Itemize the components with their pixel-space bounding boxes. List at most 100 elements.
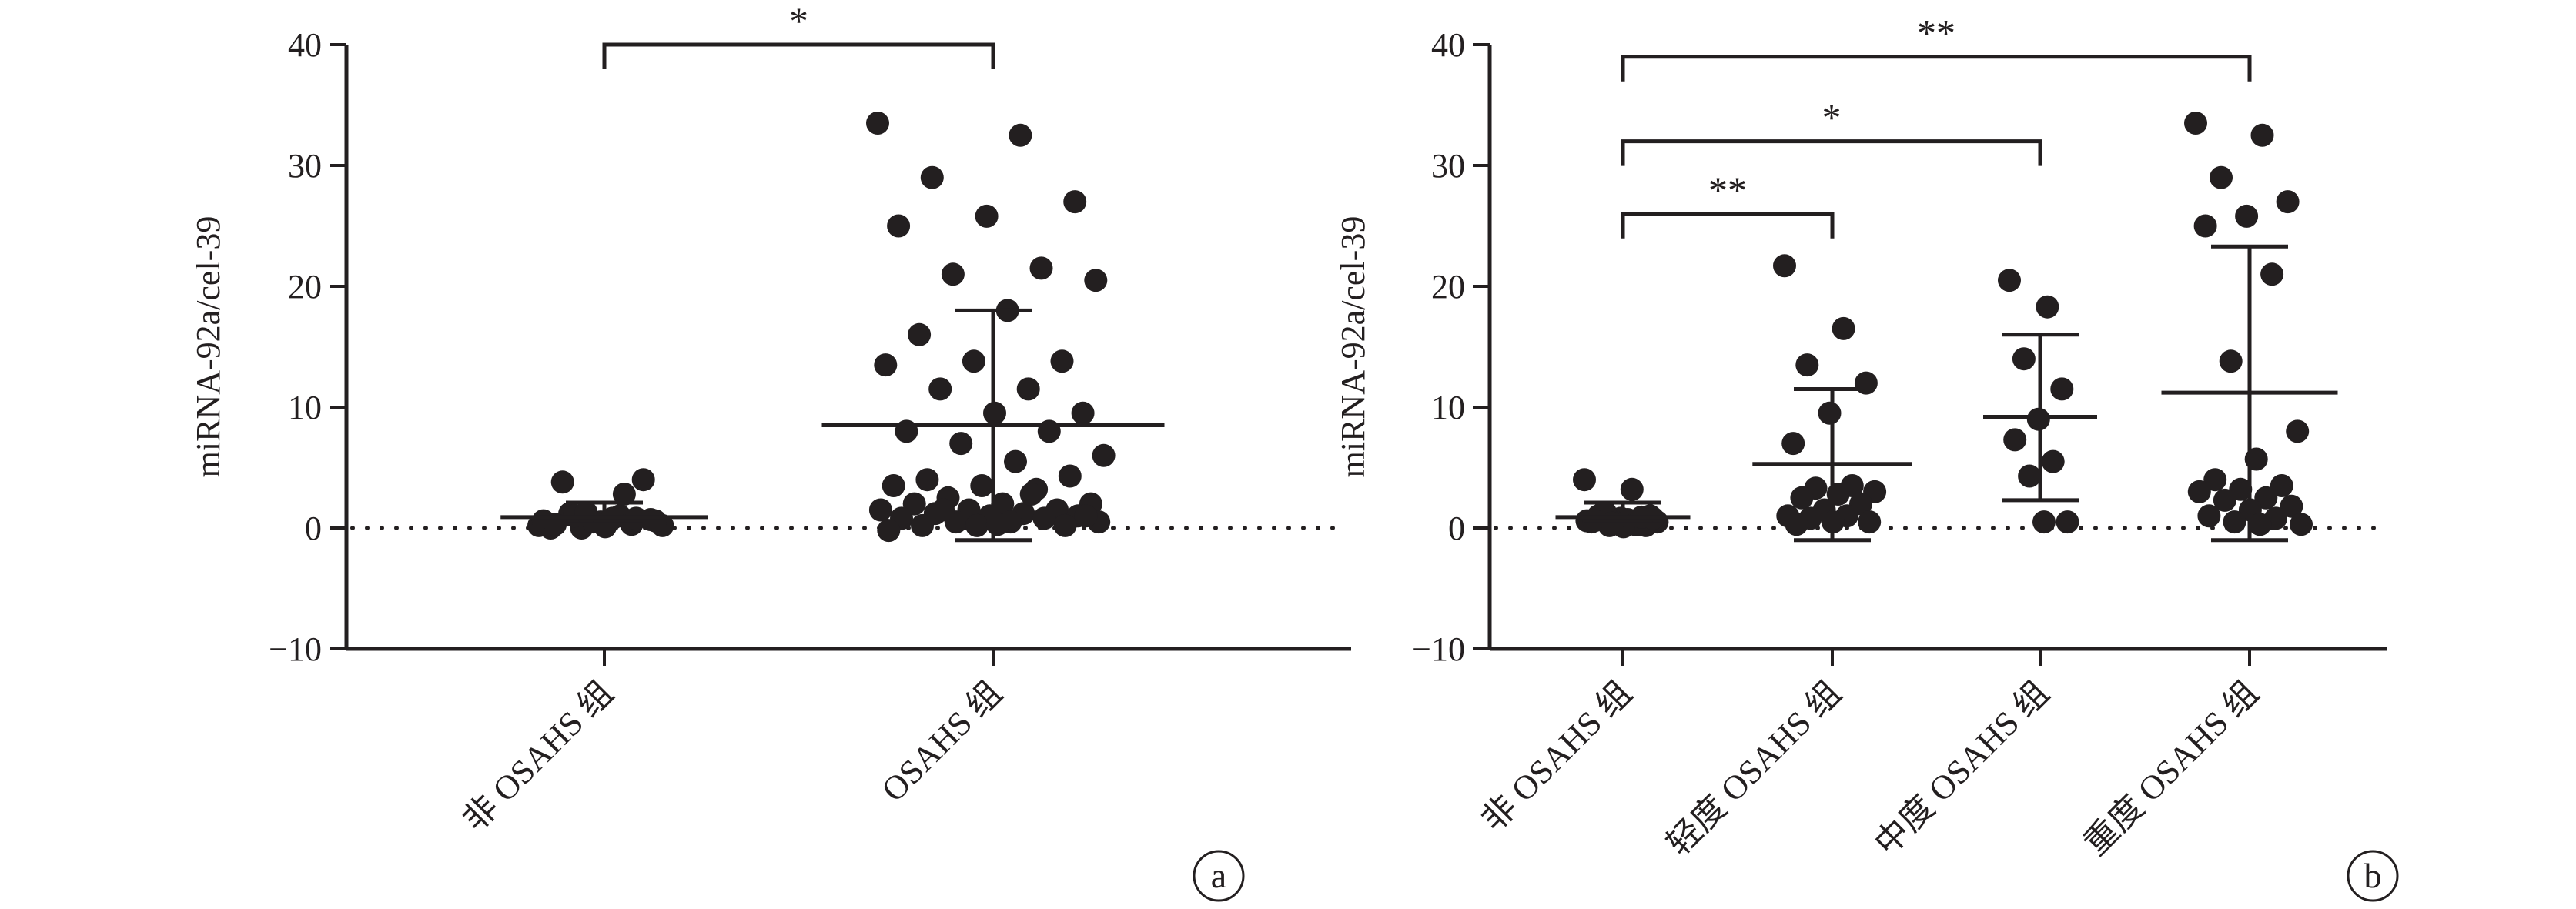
data-point <box>928 377 952 401</box>
data-point <box>1084 269 1108 292</box>
data-point <box>2223 510 2246 534</box>
data-point <box>1620 477 1644 501</box>
data-point <box>1071 401 1095 425</box>
data-point <box>550 470 574 494</box>
significance-bracket <box>602 42 995 69</box>
data-point <box>874 353 898 377</box>
panel-letter: a <box>1211 856 1226 895</box>
data-point <box>1832 316 1855 340</box>
data-point <box>1582 509 1606 533</box>
significance-marker: * <box>789 0 808 42</box>
y-tick-label: 40 <box>288 26 322 64</box>
chart-panel-b: 40 30 20 10 0 −10 miRNA-92a/cel-39 非 OSAHS 组轻度 … <box>1334 12 2399 902</box>
data-point <box>2012 347 2036 371</box>
data-point <box>1573 468 1596 492</box>
data-point <box>2041 449 2065 473</box>
data-point <box>1074 504 1098 528</box>
panel-letter-circle <box>1193 850 1245 902</box>
data-point <box>1773 254 1796 278</box>
data-point <box>1029 256 1053 280</box>
data-point <box>1050 349 1074 373</box>
x-category-label: 中度 OSAHS 组 <box>1868 673 2057 863</box>
data-point <box>2187 480 2211 503</box>
data-point <box>2050 377 2074 401</box>
data-point <box>949 432 973 456</box>
data-point <box>2036 295 2059 319</box>
data-point <box>1854 371 1878 395</box>
data-point <box>1998 269 2021 292</box>
y-axis-label: miRNA-92a/cel-39 <box>189 216 227 478</box>
data-point <box>644 509 667 533</box>
data-point <box>887 214 911 238</box>
data-point <box>2260 262 2284 286</box>
significance-marker: ** <box>1917 12 1955 55</box>
y-tick-label: −10 <box>269 630 322 668</box>
data-point <box>1058 464 1082 488</box>
data-point <box>911 513 934 537</box>
data-point <box>941 262 965 286</box>
data-point <box>970 474 994 497</box>
data-point <box>908 322 932 346</box>
y-tick-label: 0 <box>305 510 322 547</box>
data-point <box>2003 428 2027 452</box>
data-point <box>2210 165 2233 189</box>
data-point <box>2018 464 2042 488</box>
data-point <box>1009 123 1032 147</box>
data-point <box>962 349 985 373</box>
data-point <box>612 483 636 506</box>
data-point <box>2193 214 2217 238</box>
data-point <box>2270 474 2293 497</box>
data-point <box>895 419 918 443</box>
data-point <box>2248 513 2272 536</box>
x-category-label: OSAHS 组 <box>875 673 1010 809</box>
panel-letter-circle <box>2347 850 2399 902</box>
data-point <box>1858 510 1882 534</box>
significance-marker: ** <box>1708 169 1747 212</box>
significance-bracket <box>1621 139 2042 166</box>
y-tick-label: 30 <box>1431 147 1465 185</box>
x-category-label: 轻度 OSAHS 组 <box>1660 673 1849 863</box>
data-point <box>2254 486 2278 510</box>
data-point <box>1053 513 1077 537</box>
data-point <box>2213 488 2236 512</box>
data-point <box>2235 204 2259 228</box>
y-tick-label: 10 <box>1431 389 1465 426</box>
x-category-label: 重度 OSAHS 组 <box>2077 673 2267 863</box>
data-point <box>1004 449 1027 473</box>
y-axis-label: miRNA-92a/cel-39 <box>1334 216 1372 478</box>
data-point <box>1092 443 1116 467</box>
data-point <box>882 474 905 497</box>
data-point <box>1063 190 1087 214</box>
x-category-label: 非 OSAHS 组 <box>1474 673 1639 838</box>
y-tick-label: 10 <box>288 389 322 426</box>
data-point <box>1019 483 1043 506</box>
significance-bracket <box>1621 55 2252 82</box>
y-tick-label: 20 <box>1431 268 1465 306</box>
data-point <box>975 204 999 228</box>
y-tick-label: 30 <box>288 147 322 185</box>
data-point <box>932 498 955 522</box>
data-point <box>2184 112 2207 135</box>
data-point <box>1032 506 1056 530</box>
data-point <box>2290 513 2313 536</box>
data-point <box>2056 510 2079 534</box>
chart-panel-a: 40 30 20 10 0 −10 miRNA-92a/cel-39 非 OSAHS 组 OSA… <box>189 0 1351 902</box>
data-point <box>866 112 889 135</box>
data-point <box>2250 123 2274 147</box>
data-point <box>965 513 989 537</box>
data-point <box>877 519 901 543</box>
y-tick-label: 20 <box>288 268 322 306</box>
data-point <box>1781 432 1805 456</box>
y-tick-label: 0 <box>1448 510 1465 547</box>
data-point <box>2219 349 2243 373</box>
y-tick-label: 40 <box>1431 26 1465 64</box>
data-point <box>2286 419 2310 443</box>
data-point <box>1795 353 1819 377</box>
data-point <box>2276 190 2300 214</box>
data-point <box>631 468 655 492</box>
data-point <box>2203 468 2227 492</box>
data-point <box>985 513 1009 536</box>
data-point <box>868 498 892 522</box>
data-point <box>915 468 939 492</box>
